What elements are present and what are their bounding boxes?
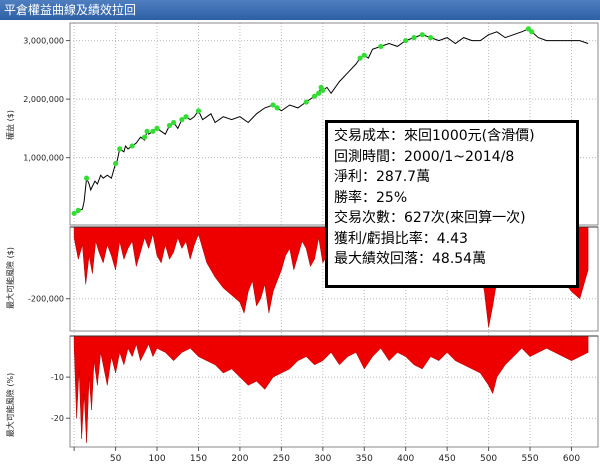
y-tick-label: 1,000,000 [23,154,64,163]
new-high-marker [427,35,434,41]
info-win-rate: 勝率：25% [334,189,408,206]
new-high-marker [154,125,160,131]
y-tick-label: -20 [51,414,64,423]
y-axis-label: 最大可能風險 ($) [5,247,15,309]
x-tick-label: 400 [397,454,414,464]
new-high-marker [403,37,409,44]
new-high-marker [179,117,185,123]
x-tick-label: 200 [231,454,248,464]
new-high-marker [529,29,535,35]
equity-line [73,28,589,214]
new-high-marker [166,122,173,129]
y-tick-label: -200,000 [28,295,64,304]
new-high-marker [171,119,177,126]
new-high-marker [183,114,189,120]
new-high-marker [303,99,309,105]
y-axis-label: 最大可能風險 (%) [5,373,15,437]
x-tick-label: 50 [110,454,122,464]
info-max-drawdown: 最大績效回落：48.54萬 [334,251,487,267]
new-high-marker [150,128,156,134]
y-tick-label: 3,000,000 [23,37,64,46]
y-tick-label: -10 [51,373,64,382]
x-tick-label: 150 [190,454,207,464]
new-high-marker [195,108,202,114]
info-profit-loss-ratio: 獲利/虧損比率：4.43 [334,230,468,247]
window-title-bar: 平倉權益曲線及績效拉回 [0,0,600,20]
x-tick-label: 100 [148,454,165,464]
info-trade-count: 交易次數：627次(來回算一次) [334,210,526,226]
x-tick-label: 550 [521,454,538,464]
new-high-marker [311,93,318,99]
new-high-marker [144,128,150,134]
x-tick-label: 450 [439,454,456,464]
new-high-marker [270,102,276,108]
new-high-marker [320,87,326,93]
new-high-marker [316,90,322,96]
x-tick-label: 350 [356,454,373,464]
new-high-marker [129,143,135,149]
new-high-marker [274,105,280,111]
drawdown-percent-area [73,335,589,443]
x-tick-label: 300 [314,454,331,464]
x-tick-label: 600 [563,454,580,464]
new-high-marker [117,146,123,152]
window-title: 平倉權益曲線及績效拉回 [4,3,137,17]
performance-info-box: 交易成本：來回1000元(含滑價) 回測時間：2000/1~2014/8 淨利：… [325,120,579,288]
new-high-marker [357,55,363,61]
y-axis-label: 權益 ($) [5,110,15,140]
new-high-marker [141,134,148,140]
new-high-marker [83,175,90,181]
x-tick-label: 500 [480,454,497,464]
new-high-marker [361,52,367,58]
y-tick-label: 2,000,000 [23,95,64,104]
new-high-marker [112,160,119,167]
new-high-marker [71,210,77,216]
new-high-marker [411,35,417,41]
new-high-marker [419,32,425,38]
x-tick-label: 250 [273,454,290,464]
new-high-marker [75,207,81,213]
info-backtest-period: 回測時間：2000/1~2014/8 [334,148,515,165]
info-trade-cost: 交易成本：來回1000元(含滑價) [334,128,535,144]
info-net-profit: 淨利：287.7萬 [334,169,431,185]
new-high-marker [378,43,384,50]
